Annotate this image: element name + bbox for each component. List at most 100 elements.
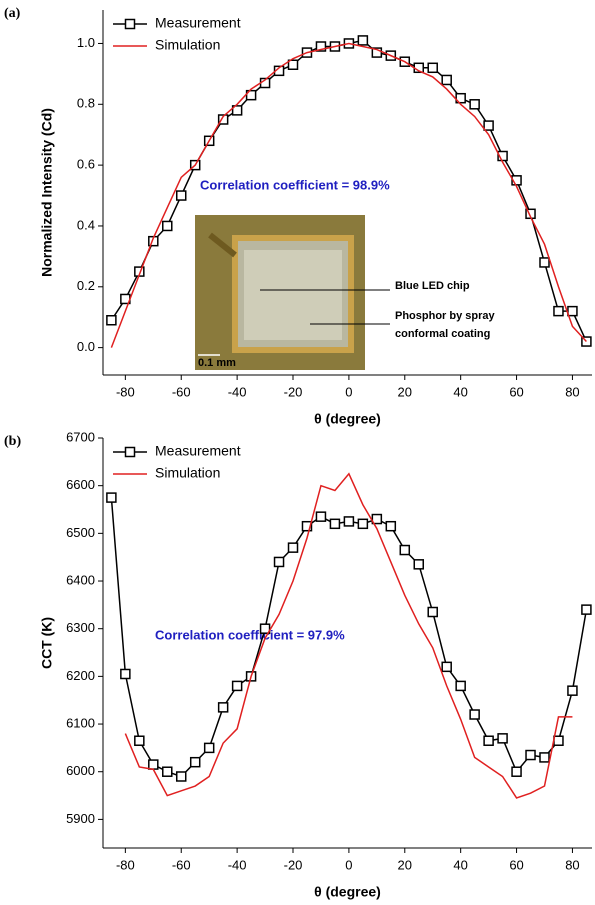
x-tick-label: -80 — [116, 857, 135, 872]
x-tick-label: -20 — [284, 857, 303, 872]
panel-label: (a) — [4, 6, 21, 21]
marker — [343, 516, 355, 527]
series-line — [110, 42, 587, 348]
legend-label: Measurement — [155, 15, 241, 31]
y-tick-label: 6000 — [66, 763, 95, 778]
x-tick-label: 80 — [565, 384, 579, 399]
x-tick-label: 40 — [453, 857, 467, 872]
y-tick-label: 0.8 — [77, 96, 95, 111]
marker — [371, 47, 383, 58]
marker — [189, 756, 201, 768]
marker — [217, 702, 229, 713]
marker — [581, 604, 592, 615]
marker — [162, 220, 173, 232]
marker — [469, 709, 480, 720]
x-tick-label: -40 — [228, 384, 247, 399]
marker — [175, 771, 187, 782]
marker — [441, 661, 452, 673]
marker — [511, 175, 522, 186]
legend-marker — [124, 446, 136, 458]
marker — [413, 559, 425, 570]
y-tick-label: 0.2 — [77, 278, 95, 293]
marker — [162, 766, 173, 777]
marker — [287, 542, 299, 553]
y-axis-label: CCT (K) — [39, 617, 55, 669]
annotation: Correlation coefficient = 98.9% — [200, 177, 390, 192]
x-tick-label: -60 — [172, 857, 191, 872]
x-tick-label: 20 — [398, 384, 412, 399]
marker — [483, 120, 494, 131]
marker — [539, 257, 550, 268]
marker — [455, 92, 466, 104]
marker — [231, 105, 243, 116]
x-tick-label: 80 — [565, 857, 579, 872]
legend-label: Simulation — [155, 465, 220, 481]
series-line — [124, 472, 573, 799]
annotation: Correlation coefficient = 97.9% — [155, 627, 345, 642]
x-tick-label: -60 — [172, 384, 191, 399]
marker — [120, 668, 131, 680]
inset-label: 0.1 mm — [198, 357, 236, 369]
x-tick-label: 20 — [398, 857, 412, 872]
marker — [399, 544, 411, 556]
y-tick-label: 6400 — [66, 572, 95, 587]
x-tick-label: -80 — [116, 384, 135, 399]
marker — [148, 759, 159, 770]
marker — [385, 520, 397, 532]
marker — [441, 74, 452, 86]
y-tick-label: 1.0 — [77, 35, 95, 50]
marker — [231, 680, 243, 692]
marker — [427, 62, 438, 74]
y-tick-label: 6700 — [66, 429, 95, 444]
marker — [301, 520, 313, 532]
panel-label: (b) — [4, 434, 21, 449]
marker — [553, 735, 564, 746]
marker — [217, 114, 229, 125]
marker — [455, 680, 466, 692]
marker — [203, 742, 215, 754]
x-tick-label: 0 — [345, 857, 352, 872]
y-tick-label: 6600 — [66, 477, 95, 492]
y-tick-label: 6200 — [66, 668, 95, 683]
y-tick-label: 0.0 — [77, 339, 95, 354]
marker — [134, 735, 145, 746]
marker — [315, 41, 327, 52]
marker — [525, 749, 536, 761]
marker — [483, 735, 494, 746]
marker — [287, 59, 299, 70]
marker — [497, 733, 508, 744]
x-axis-label: θ (degree) — [314, 411, 381, 427]
inset-label: conformal coating — [395, 328, 490, 340]
x-tick-label: -40 — [228, 857, 247, 872]
legend-label: Measurement — [155, 443, 241, 459]
marker — [329, 518, 341, 530]
marker — [106, 315, 117, 326]
marker — [273, 556, 285, 568]
marker — [539, 752, 550, 763]
marker — [175, 190, 187, 201]
marker — [553, 305, 564, 317]
marker — [567, 685, 578, 696]
y-tick-label: 6500 — [66, 525, 95, 540]
x-axis-label: θ (degree) — [314, 884, 381, 900]
legend-marker — [124, 18, 136, 30]
x-tick-label: 40 — [453, 384, 467, 399]
marker — [567, 305, 578, 317]
marker — [427, 606, 438, 618]
x-tick-label: 0 — [345, 384, 352, 399]
y-tick-label: 5900 — [66, 811, 95, 826]
marker — [245, 89, 257, 101]
y-tick-label: 0.6 — [77, 157, 95, 172]
y-axis-label: Normalized Intensity (Cd) — [39, 108, 55, 277]
marker — [315, 511, 327, 522]
marker — [106, 492, 117, 503]
marker — [469, 99, 480, 110]
x-tick-label: 60 — [509, 857, 523, 872]
y-tick-label: 0.4 — [77, 217, 95, 232]
marker — [259, 623, 271, 634]
x-tick-label: 60 — [509, 384, 523, 399]
marker — [357, 35, 369, 46]
marker — [371, 513, 383, 525]
inset-label: Blue LED chip — [395, 280, 470, 292]
